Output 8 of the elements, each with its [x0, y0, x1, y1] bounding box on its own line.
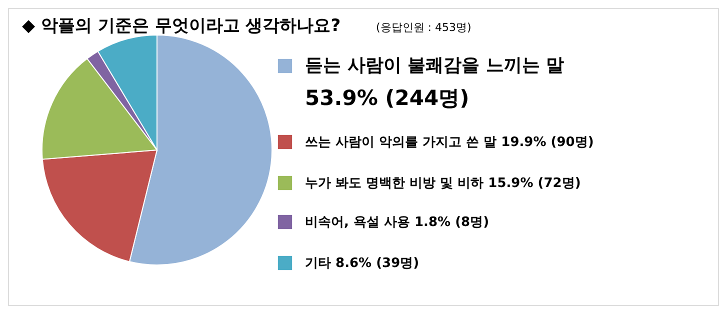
- chart-subtitle: (응답인원 : 453명): [376, 21, 472, 34]
- legend-label: 누가 봐도 명백한 비방 및 비하 15.9% (72명): [305, 176, 581, 191]
- legend-label: 비속어, 욕설 사용 1.8% (8명): [305, 215, 490, 230]
- legend-label: 쓰는 사람이 악의를 가지고 쓴 말 19.9% (90명): [305, 135, 594, 150]
- data-label: 53.9% (244명): [305, 86, 470, 110]
- legend-label: 기타 8.6% (39명): [305, 256, 420, 271]
- legend-label: 듣는 사람이 불쾌감을 느끼는 말: [305, 55, 564, 76]
- chart-title: ◆ 악플의 기준은 무엇이라고 생각하나요?: [22, 16, 341, 36]
